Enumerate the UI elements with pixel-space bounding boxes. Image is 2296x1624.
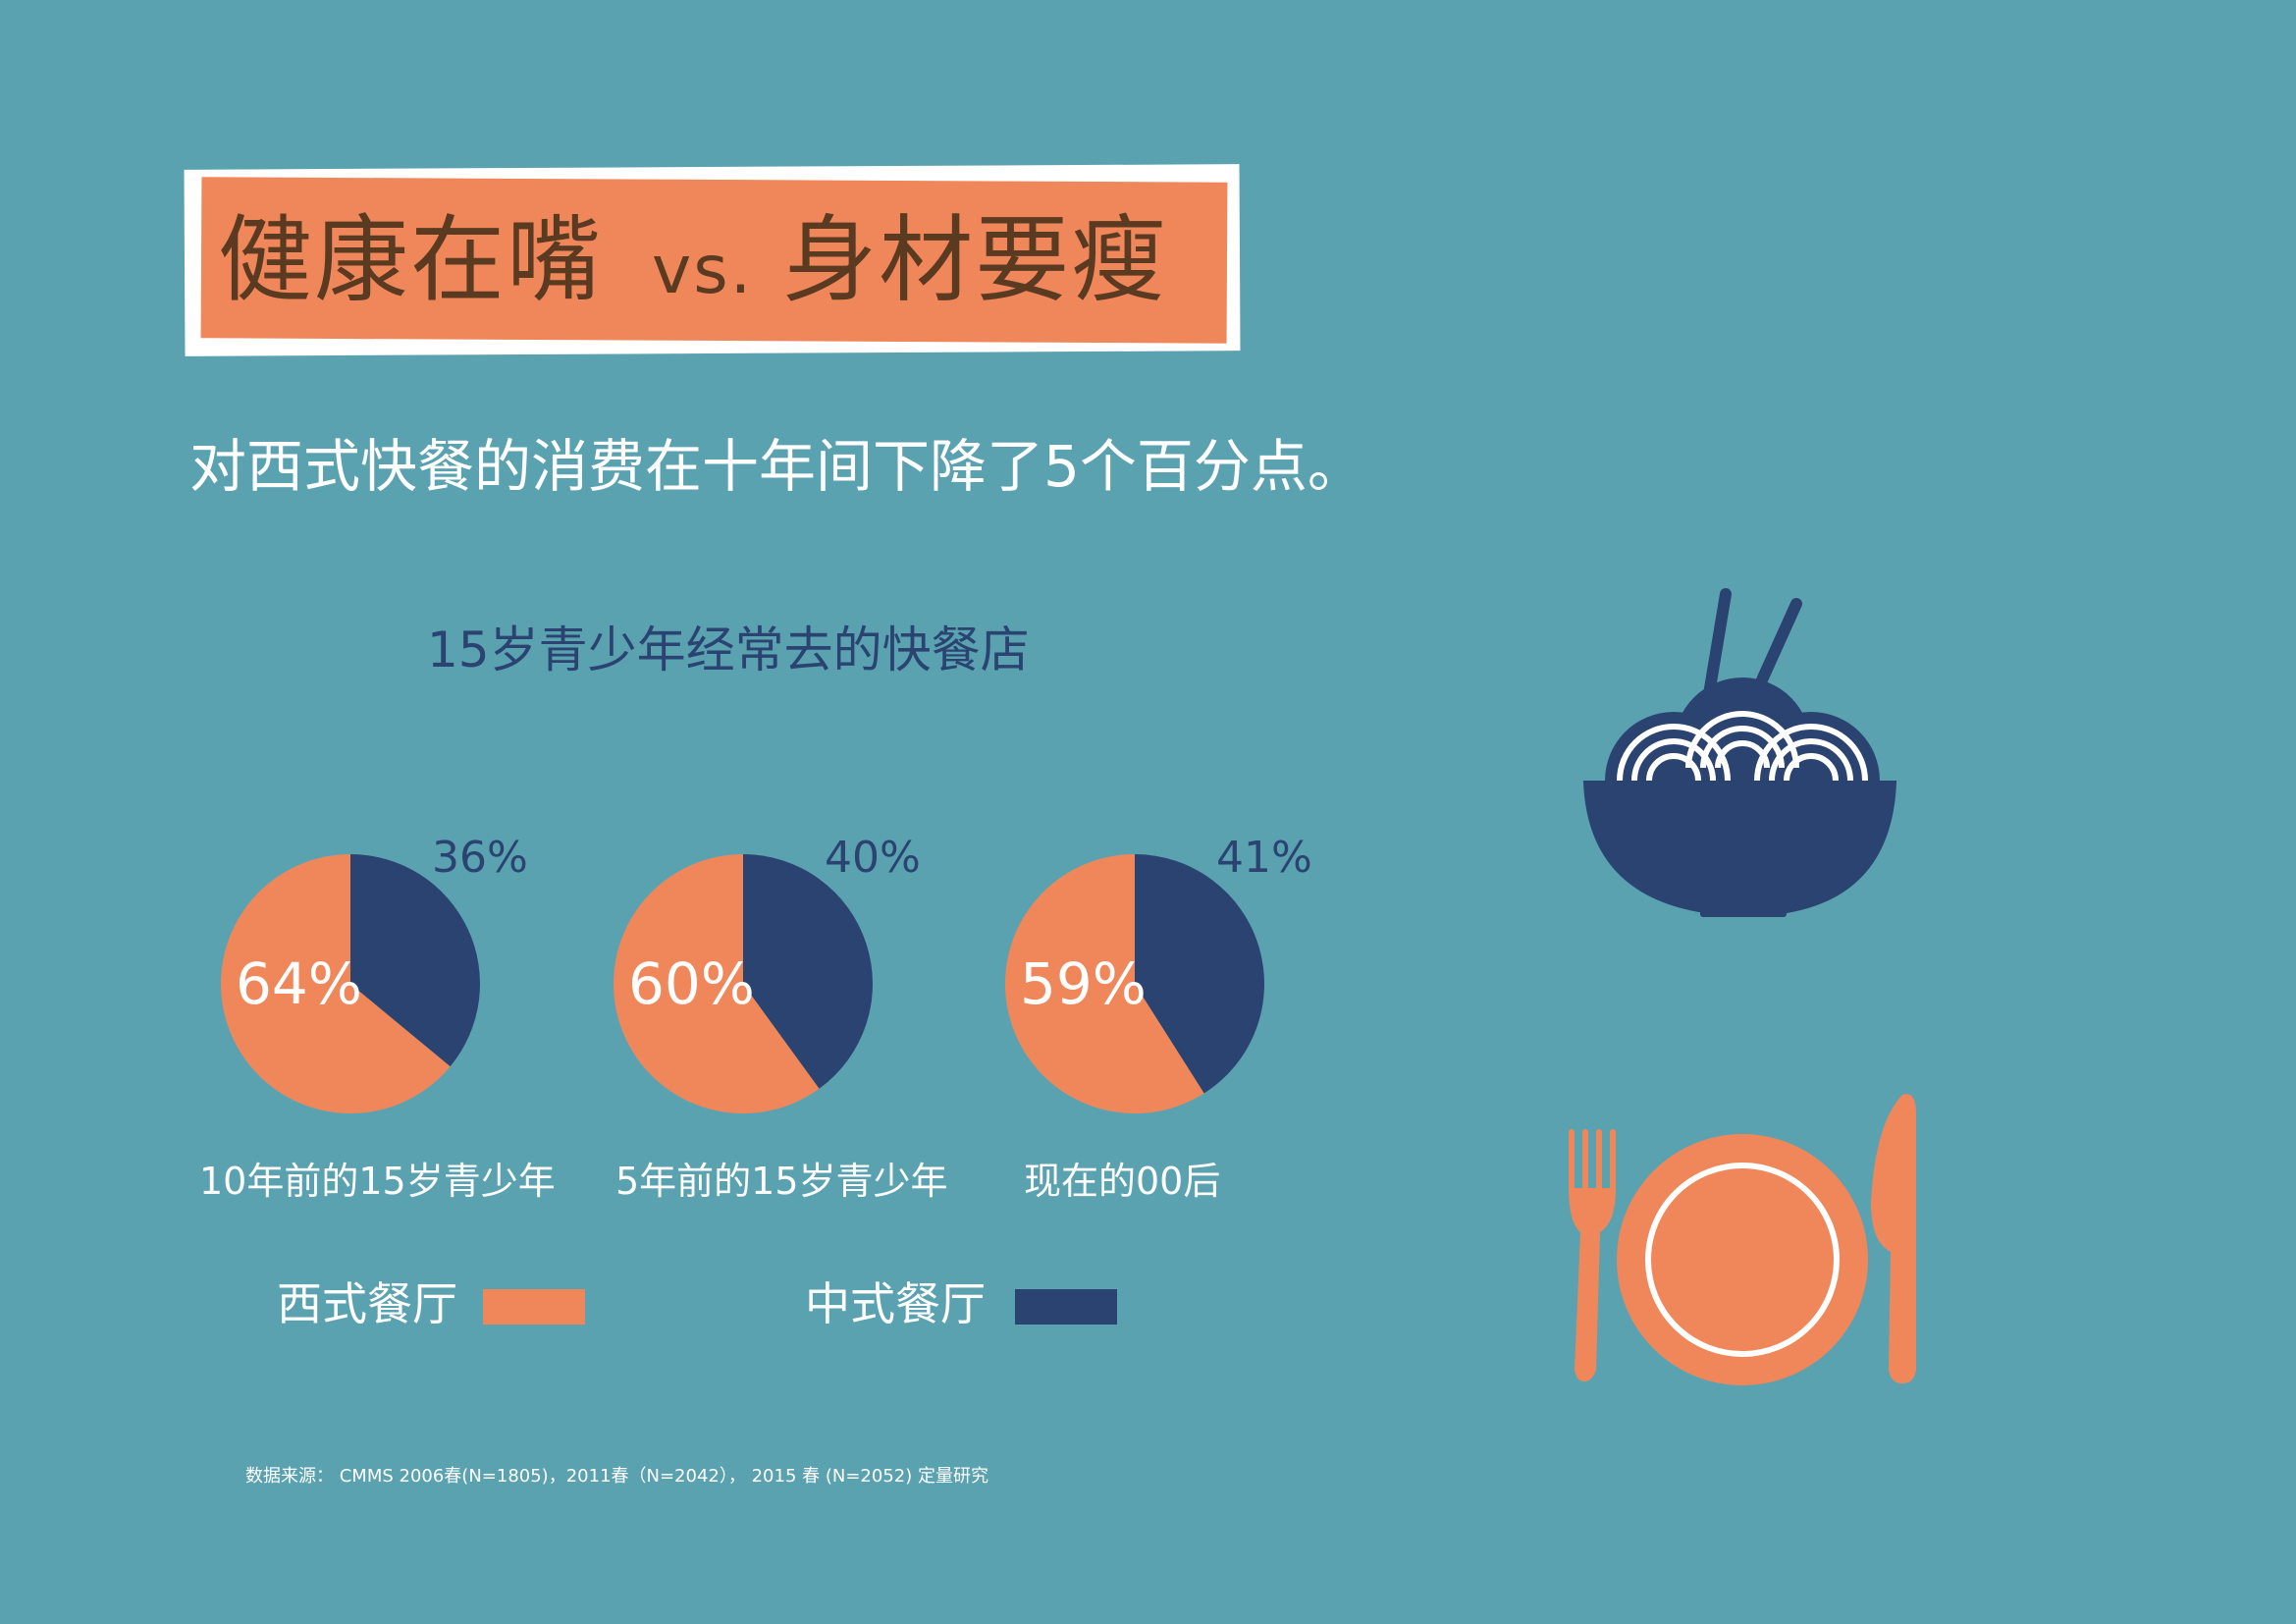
plate-fork-knife-icon xyxy=(1569,1094,1916,1385)
title-left: 健康在嘴 xyxy=(218,205,603,315)
pie-slice-chinese xyxy=(1135,854,1264,1094)
pie-label-chinese-value: 41% xyxy=(1216,833,1312,883)
legend-label-western: 西式餐厅 xyxy=(277,1277,457,1330)
pie-slice-western xyxy=(1004,854,1204,1113)
pie-slice-chinese xyxy=(350,854,480,1067)
pie-label-western-value: 64% xyxy=(236,950,362,1017)
pie-category-label: 5年前的15岁青少年 xyxy=(615,1160,948,1203)
pie-category-label: 10年前的15岁青少年 xyxy=(199,1160,556,1203)
pie-label-chinese-value: 40% xyxy=(825,833,921,883)
pie-label-western-value: 59% xyxy=(1020,950,1147,1017)
chart-title: 15岁青少年经常去的快餐店 xyxy=(427,622,1030,678)
title-vs: vs. xyxy=(652,232,754,309)
pie-category-label: 现在的00后 xyxy=(1024,1160,1221,1203)
pie-slice-western xyxy=(220,854,451,1114)
subtitle: 对西式快餐的消费在十年间下降了5个百分点。 xyxy=(189,433,1364,500)
noodle-bowl-icon xyxy=(1582,588,1897,917)
legend-swatch-western xyxy=(483,1289,585,1325)
page-title: 健康在嘴 vs. 身材要瘦 xyxy=(218,196,1167,324)
legend-label-chinese: 中式餐厅 xyxy=(805,1277,986,1330)
pie-charts xyxy=(220,854,1264,1114)
pie-slice-chinese xyxy=(743,854,873,1089)
source-note: 数据来源： CMMS 2006春(N=1805)，2011春（N=2042）， … xyxy=(245,1466,988,1487)
title-right: 身材要瘦 xyxy=(782,205,1168,315)
legend-swatch-chinese xyxy=(1015,1289,1117,1325)
pie-label-chinese-value: 36% xyxy=(432,833,528,883)
pie-label-western-value: 60% xyxy=(628,950,755,1017)
pie-slice-western xyxy=(613,854,820,1114)
